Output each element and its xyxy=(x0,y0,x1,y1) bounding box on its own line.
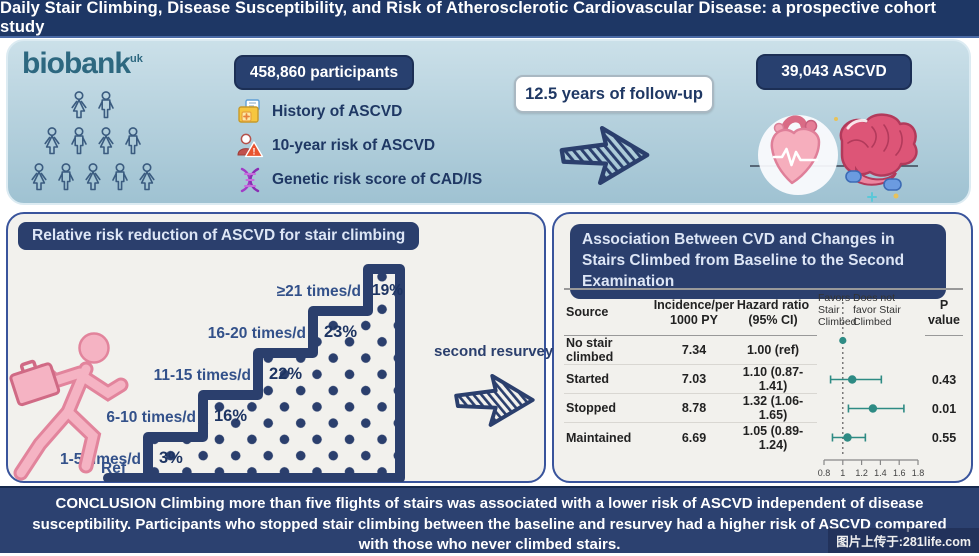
forest-plot-canvas: 0.8 1 1.2 1.4 1.6 1.8 xyxy=(818,302,925,478)
step-label-16-20: 16-20 times/d xyxy=(208,325,306,342)
step-label-1-5: 1-5 times/d xyxy=(60,451,141,468)
list-label-10year-risk: 10-year risk of ASCVD xyxy=(272,137,436,154)
row-incidence: 6.69 xyxy=(681,430,707,445)
svg-text:1.2: 1.2 xyxy=(855,468,868,478)
pct-label-21: 19% xyxy=(372,282,403,299)
study-title: Daily Stair Climbing, Disease Susceptibi… xyxy=(0,0,937,36)
list-item-10year-risk: ! 10-year risk of ASCVD xyxy=(236,129,482,163)
pct-label-6-10: 16% xyxy=(214,407,247,425)
step-label-ref: Ref xyxy=(101,460,127,477)
followup-duration-badge: 12.5 years of follow-up xyxy=(514,75,714,113)
pct-label-16-20: 23% xyxy=(324,323,357,341)
staircase-outline xyxy=(103,264,405,482)
risk-person-icon: ! xyxy=(237,133,264,158)
list-label-history: History of ASCVD xyxy=(272,103,403,120)
svg-text:1.4: 1.4 xyxy=(874,468,887,478)
population-pyramid-icon xyxy=(31,91,155,191)
pct-label-11-15: 22% xyxy=(269,365,302,383)
row-hazard: 1.05 (0.89-1.24) xyxy=(742,423,804,452)
row-source: Started xyxy=(564,365,659,394)
row-pvalue xyxy=(925,336,963,365)
dna-icon xyxy=(240,167,260,193)
row-hazard: 1.00 (ref) xyxy=(729,336,817,365)
col-header-hazard: Hazard ratio (95% CI) xyxy=(729,290,817,336)
biobank-logo: biobankuk xyxy=(22,47,143,80)
heart-brain-illustration xyxy=(750,113,918,202)
participants-count-badge: 458,860 participants xyxy=(234,55,414,90)
stairs-chart: Ref 1-5 times/d 6-10 times/d 11-15 times… xyxy=(9,264,405,482)
row-incidence: 7.03 xyxy=(659,365,729,394)
hazard-ratio-table: Source Incidence/per 1000 PY Hazard rati… xyxy=(564,288,963,490)
svg-text:!: ! xyxy=(253,147,256,157)
row-incidence: 8.78 xyxy=(659,394,729,423)
svg-text:1.6: 1.6 xyxy=(893,468,906,478)
left-panel-header: Relative risk reduction of ASCVD for sta… xyxy=(18,222,420,250)
row-incidence: 7.34 xyxy=(659,336,729,365)
stairs-dot-fill xyxy=(152,272,397,475)
forest-label-not-favors: Does not favor Stair Climbed xyxy=(853,292,901,328)
row-pvalue: 0.55 xyxy=(931,430,957,445)
conclusion-bar: CONCLUSION Climbing more than five fligh… xyxy=(0,486,979,553)
forest-label-favors: Favors Stair Climbed xyxy=(818,292,857,328)
arrow-right-icon xyxy=(559,125,650,185)
col-header-source: Source xyxy=(564,290,659,336)
row-source: No stair climbed xyxy=(564,336,659,365)
svg-text:0.8: 0.8 xyxy=(818,468,831,478)
forest-plot: Favors Stair Climbed Does not favor Stai… xyxy=(817,290,925,488)
svg-text:1: 1 xyxy=(840,468,845,478)
stair-climbing-chart-panel: Relative risk reduction of ASCVD for sta… xyxy=(6,212,546,483)
briefcase-icon xyxy=(9,359,61,407)
row-pvalue: 0.01 xyxy=(931,401,957,416)
title-bar: Daily Stair Climbing, Disease Susceptibi… xyxy=(0,0,979,38)
row-hazard: 1.10 (0.87-1.41) xyxy=(729,365,817,394)
list-item-history: History of ASCVD xyxy=(236,95,482,129)
col-header-incidence: Incidence/per 1000 PY xyxy=(654,290,734,336)
arrow-right-icon xyxy=(454,373,535,427)
col-header-pvalue: P value xyxy=(925,290,963,336)
list-label-genetic-risk: Genetic risk score of CAD/IS xyxy=(272,171,483,188)
right-panel-header: Association Between CVD and Changes in S… xyxy=(570,224,946,299)
row-pvalue: 0.43 xyxy=(931,372,957,387)
svg-text:1.8: 1.8 xyxy=(912,468,925,478)
row-source: Maintained xyxy=(566,430,632,445)
study-overview-panel: biobankuk 458,860 participants xyxy=(6,39,971,205)
step-label-6-10: 6-10 times/d xyxy=(106,409,196,426)
step-label-21: ≥21 times/d xyxy=(277,283,361,300)
brain-icon xyxy=(834,113,918,202)
conclusion-text: CONCLUSION Climbing more than five fligh… xyxy=(32,495,947,554)
medical-record-icon xyxy=(238,99,260,123)
row-source: Stopped xyxy=(564,394,659,423)
list-item-genetic-risk: Genetic risk score of CAD/IS xyxy=(236,163,482,197)
climbing-person-icon xyxy=(9,332,129,481)
ascvd-count-badge: 39,043 ASCVD xyxy=(756,54,912,90)
heart-icon xyxy=(770,115,821,185)
watermark: 图片上传于:281life.com xyxy=(828,528,979,553)
biobank-logo-uk: uk xyxy=(130,53,143,65)
step-label-11-15: 11-15 times/d xyxy=(154,367,251,384)
resurvey-label: second resurvey xyxy=(434,343,554,360)
row-hazard: 1.32 (1.06-1.65) xyxy=(729,394,817,423)
pct-label-1-5: 3% xyxy=(159,449,183,467)
association-table-panel: Association Between CVD and Changes in S… xyxy=(552,212,973,490)
susceptibility-list: History of ASCVD ! 10-year risk of ASCVD… xyxy=(236,95,482,197)
